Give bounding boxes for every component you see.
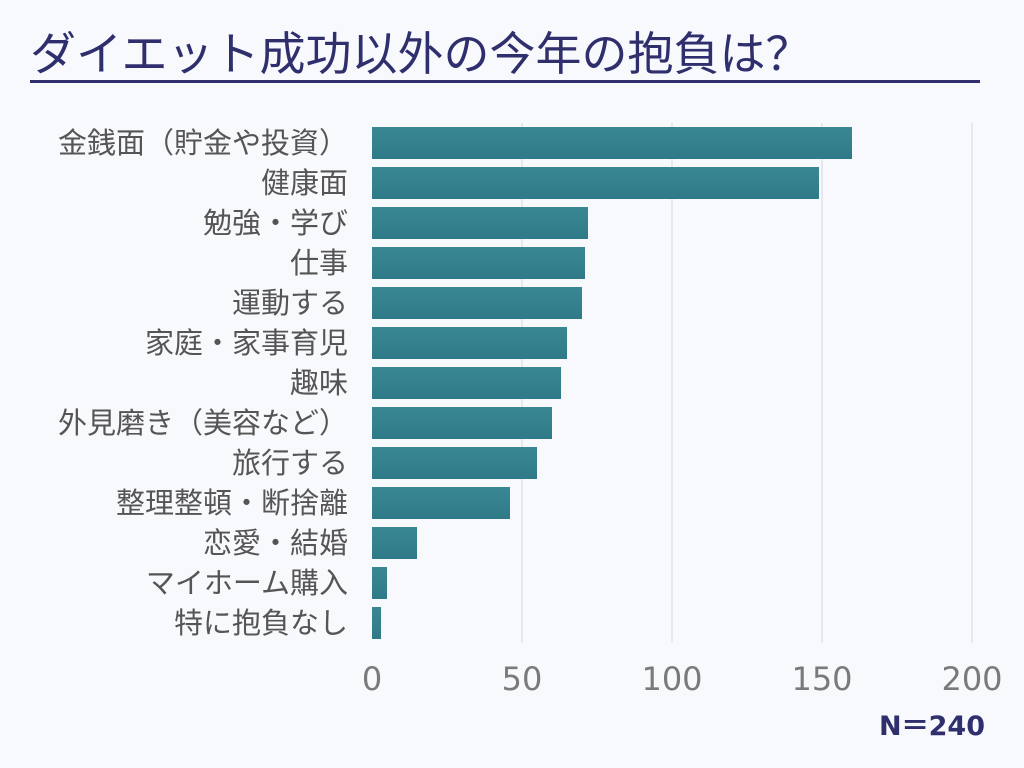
category-label: 勉強・学び bbox=[203, 206, 348, 240]
x-tick-label: 150 bbox=[791, 660, 852, 698]
x-axis-ticks: 0 50 100 150 200 bbox=[362, 660, 1003, 698]
bar bbox=[372, 407, 552, 439]
bar bbox=[372, 487, 510, 519]
category-label: 特に抱負なし bbox=[174, 606, 348, 640]
category-label: マイホーム購入 bbox=[146, 566, 348, 600]
bar bbox=[372, 447, 537, 479]
bar bbox=[372, 607, 381, 639]
category-label: 家庭・家事育児 bbox=[145, 326, 348, 360]
bar bbox=[372, 367, 561, 399]
grid-lines bbox=[521, 123, 973, 643]
bar bbox=[372, 567, 387, 599]
category-label: 金銭面（貯金や投資） bbox=[58, 126, 348, 160]
category-label: 外見磨き（美容など） bbox=[58, 406, 348, 440]
x-tick-label: 50 bbox=[502, 660, 543, 698]
category-labels: 金銭面（貯金や投資） 健康面勉強・学び仕事運動する家庭・家事育児趣味外見磨き（美容… bbox=[58, 126, 348, 640]
x-tick-label: 0 bbox=[362, 660, 382, 698]
bars bbox=[372, 127, 852, 639]
bar bbox=[372, 247, 585, 279]
sample-size-note: N＝240 bbox=[879, 711, 985, 742]
category-label: 旅行する bbox=[232, 446, 348, 480]
bar bbox=[372, 207, 588, 239]
bar bbox=[372, 127, 852, 159]
x-tick-label: 200 bbox=[941, 660, 1002, 698]
chart-title: ダイエット成功以外の今年の抱負は？ bbox=[30, 27, 812, 81]
category-label: 整理整頓・断捨離 bbox=[116, 486, 348, 520]
bar bbox=[372, 527, 417, 559]
bar bbox=[372, 167, 819, 199]
category-label: 仕事 bbox=[290, 246, 348, 280]
category-label: 趣味 bbox=[290, 366, 348, 400]
category-label: 運動する bbox=[232, 286, 348, 320]
category-label: 恋愛・結婚 bbox=[203, 526, 348, 560]
title-underline bbox=[30, 80, 980, 83]
category-label: 健康面 bbox=[261, 166, 348, 200]
x-tick-label: 100 bbox=[641, 660, 702, 698]
bar bbox=[372, 287, 582, 319]
bar bbox=[372, 327, 567, 359]
